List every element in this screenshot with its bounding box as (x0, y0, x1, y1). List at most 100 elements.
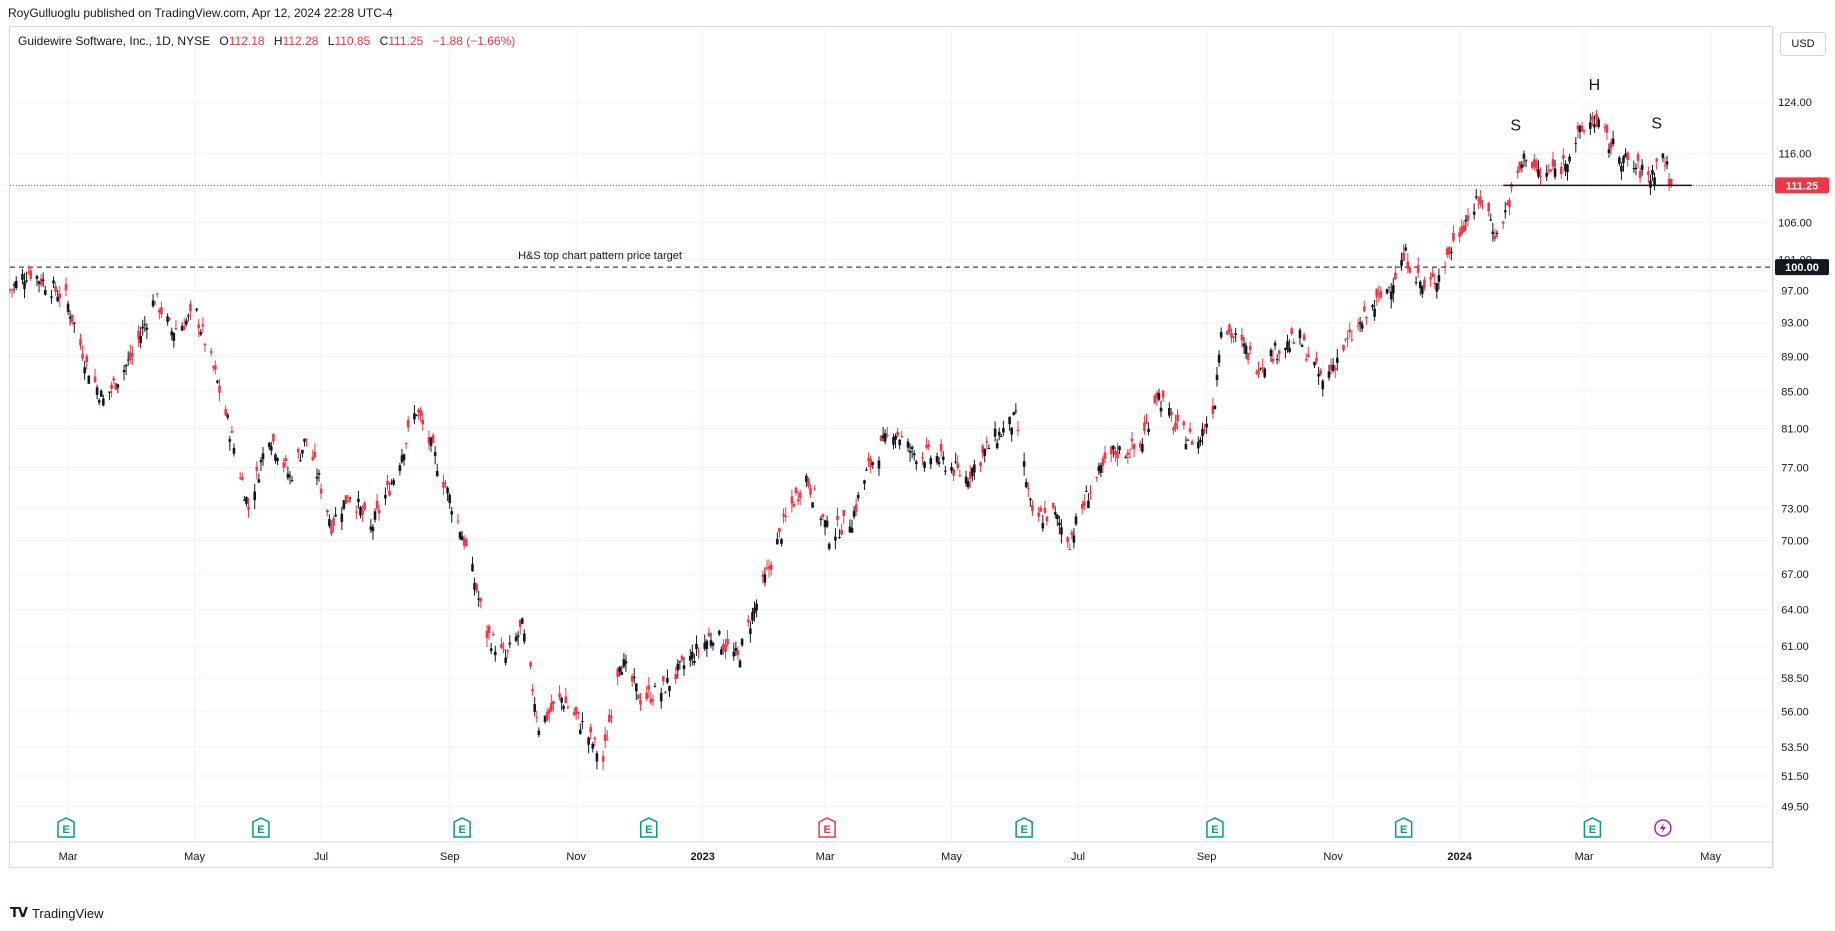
earnings-icon[interactable]: E (1394, 817, 1413, 838)
tradingview-logo-icon[interactable]: 𝗧𝗩 (10, 905, 28, 920)
candle-body (1161, 390, 1165, 398)
candle-body (516, 635, 520, 637)
candle-body (877, 460, 881, 469)
candle-body (1474, 196, 1478, 198)
candle-body (1203, 430, 1206, 432)
candle-body (216, 380, 219, 383)
candle-body (160, 307, 163, 315)
candle-body (99, 390, 103, 397)
current-price-tag (1775, 177, 1829, 194)
earnings-icon[interactable]: E (453, 817, 471, 838)
candle-body (284, 458, 288, 462)
candle-body (1302, 334, 1306, 340)
dividend-icon[interactable] (1654, 819, 1672, 837)
candle-body (1481, 200, 1484, 202)
candle-body (595, 753, 599, 762)
candle-body (1089, 491, 1092, 493)
candle-body (357, 498, 360, 503)
candle-body (257, 479, 261, 483)
candle-body (110, 384, 113, 389)
candle-body (985, 441, 989, 443)
candle-body (848, 526, 852, 533)
dividend-icon-bolt (1659, 823, 1666, 833)
candle-body (1464, 219, 1468, 222)
candle-body (1580, 126, 1584, 132)
candle-body (518, 619, 522, 627)
candle-body (1408, 267, 1412, 273)
candle-body (187, 315, 190, 317)
candle-body (1024, 482, 1028, 488)
candle-body (1031, 505, 1034, 512)
candle-body (247, 506, 250, 510)
candle-body (1655, 158, 1658, 162)
candle-body (591, 743, 595, 749)
earnings-icon[interactable]: E (252, 817, 270, 838)
candle-body (504, 657, 507, 663)
candle-body (537, 730, 541, 735)
candle-body (253, 491, 257, 501)
candle-body (520, 618, 524, 624)
candle-body (651, 699, 655, 701)
earnings-icon[interactable]: E (640, 817, 658, 838)
candle-body (243, 500, 246, 502)
candle-body (1647, 171, 1650, 176)
candle-body (141, 326, 145, 329)
earnings-icon[interactable]: E (818, 817, 836, 838)
time-tick-label: Mar (1575, 851, 1594, 863)
candle-body (158, 309, 161, 313)
candle-body (1472, 211, 1476, 215)
candle-body (805, 475, 808, 482)
earnings-icon[interactable]: E (1015, 817, 1033, 838)
footer-brand[interactable]: TradingView (31, 905, 104, 921)
candle-body (1277, 350, 1281, 355)
candle-body (711, 642, 715, 646)
candle-body (1421, 286, 1424, 294)
candle-body (1205, 423, 1208, 428)
candle-body (1640, 164, 1644, 171)
candle-body (1503, 210, 1507, 213)
candle-body (1487, 203, 1490, 212)
candle-body (1576, 125, 1580, 130)
candle-body (610, 716, 613, 718)
candle-body (471, 564, 474, 572)
currency-button[interactable]: USD (1780, 32, 1826, 56)
candle-body (1508, 200, 1511, 208)
earnings-badge (57, 817, 75, 838)
candle-body (317, 473, 321, 475)
candle-body (1058, 522, 1061, 526)
candle-body (400, 455, 404, 463)
candle-body (1112, 445, 1115, 450)
candle-body (195, 308, 198, 311)
candle-body (346, 500, 350, 502)
candle-body (1669, 178, 1673, 186)
candle-body (54, 286, 57, 292)
candle-body (93, 376, 97, 383)
candle-body (1549, 169, 1553, 172)
candle-body (854, 504, 858, 512)
candle-body (1176, 414, 1179, 422)
candle-body (1085, 490, 1088, 492)
candle-body (286, 473, 290, 478)
candle-body (968, 471, 972, 480)
candle-body (1259, 368, 1262, 370)
earnings-icon[interactable]: E (57, 817, 75, 838)
candle-body (404, 443, 408, 445)
candle-body (1070, 532, 1074, 536)
candle-body (1429, 277, 1432, 280)
candle-body (330, 525, 333, 534)
candle-body (1574, 143, 1578, 145)
candle-body (431, 435, 435, 444)
candle-body (1371, 305, 1374, 308)
candle-body (1157, 392, 1161, 400)
candle-body (240, 477, 244, 480)
time-tick-label: Jul (314, 851, 328, 863)
candle-body (402, 454, 406, 461)
candle-body (267, 442, 271, 448)
earnings-icon[interactable]: E (1206, 817, 1224, 838)
candle-body (566, 707, 570, 709)
candle-body (1232, 336, 1235, 338)
earnings-badge-label: E (1589, 824, 1596, 836)
candle-body (605, 739, 609, 741)
earnings-icon[interactable]: E (1583, 817, 1602, 838)
